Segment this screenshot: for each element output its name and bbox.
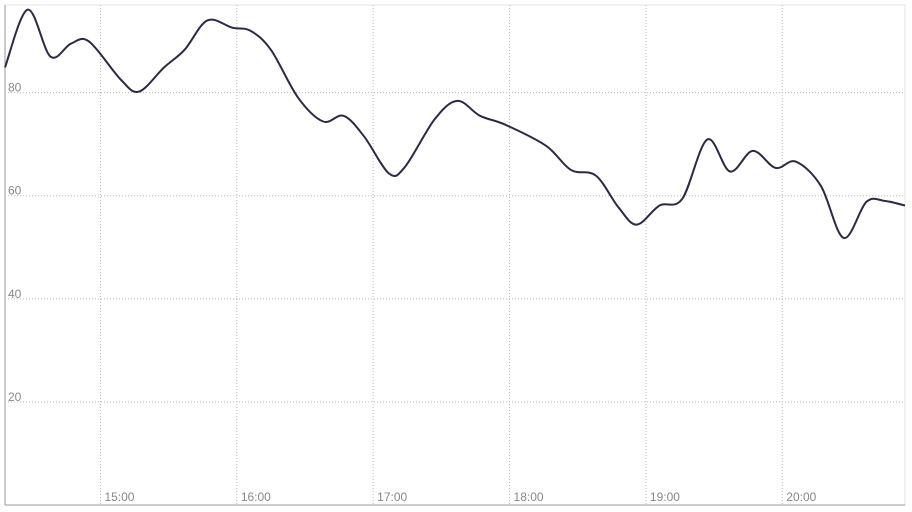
y-tick-label: 40 [8,287,22,301]
y-tick-label: 20 [8,390,22,404]
x-tick-label: 18:00 [514,490,544,504]
x-tick-label: 19:00 [650,490,680,504]
line [4,8,906,239]
x-tick-label: 17:00 [377,490,407,504]
y-tick-label: 80 [8,81,22,95]
plot-border [4,4,906,506]
x-tick-label: 20:00 [786,490,816,504]
x-tick-label: 15:00 [104,490,134,504]
y-tick-label: 60 [8,184,22,198]
x-tick-label: 16:00 [241,490,271,504]
